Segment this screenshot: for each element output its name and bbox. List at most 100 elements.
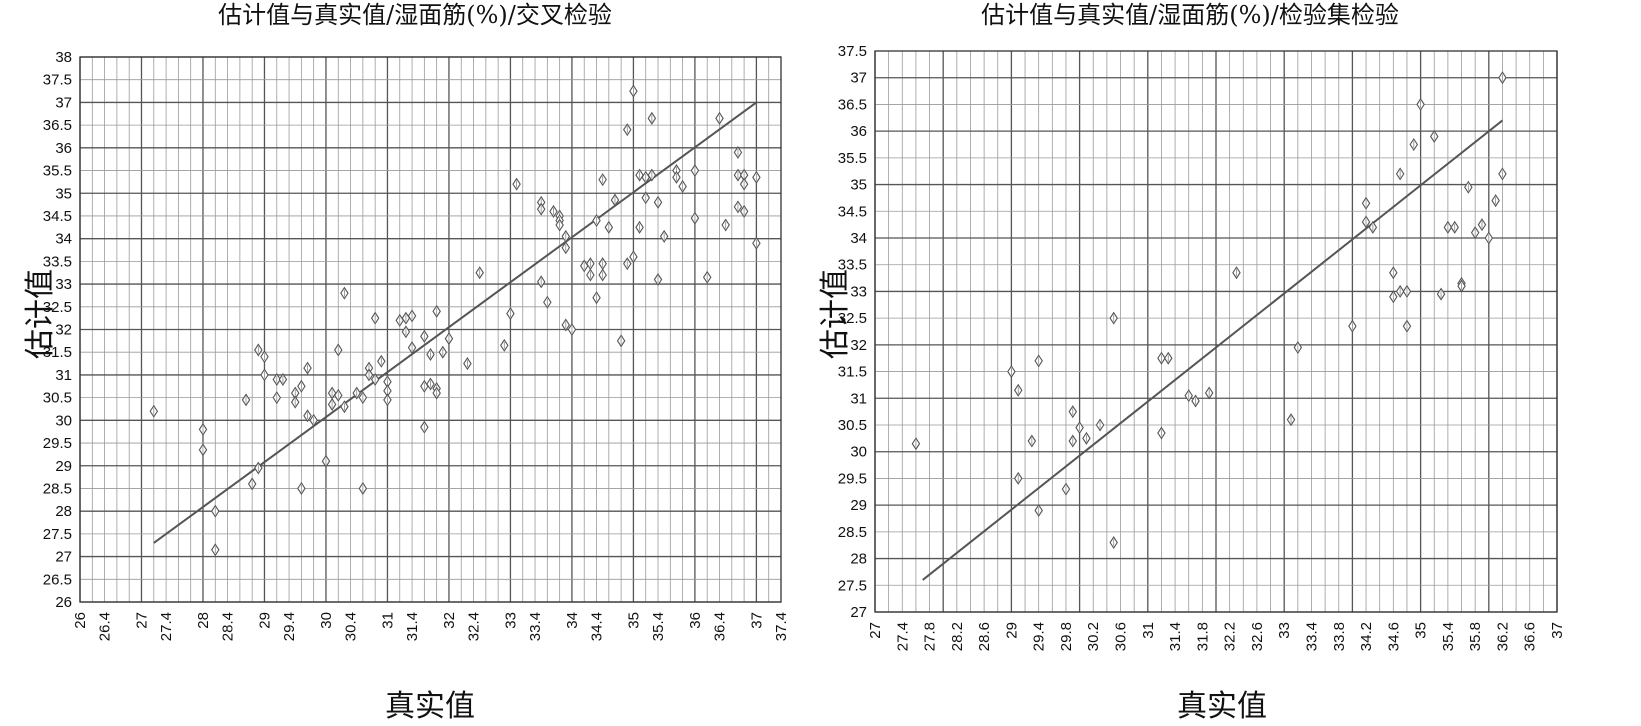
x-tick-label: 36.4 xyxy=(712,612,729,641)
y-tick-label: 37.5 xyxy=(43,72,72,89)
x-tick-label: 28 xyxy=(195,612,212,629)
y-tick-label: 30.5 xyxy=(838,417,867,434)
y-tick-label: 28.5 xyxy=(838,524,867,541)
y-tick-label: 31 xyxy=(55,367,72,384)
tick-labels: 26 26.5 27 27.5 28 28.5 29 29.5 30 30.5 31 31.5 32 32… xyxy=(43,49,790,641)
plot-frame xyxy=(79,56,782,603)
y-tick-label: 29.5 xyxy=(838,470,867,487)
y-tick-label: 28 xyxy=(55,503,72,520)
x-tick-label: 26 xyxy=(72,612,89,629)
y-tick-label: 28.5 xyxy=(43,480,72,497)
y-tick-label: 32 xyxy=(850,337,867,354)
y-tick-label: 27.5 xyxy=(43,526,72,543)
x-tick-label: 29.4 xyxy=(281,612,298,641)
x-tick-label: 29 xyxy=(256,612,273,629)
y-tick-label: 35.5 xyxy=(43,163,72,180)
fit-line xyxy=(922,119,1504,581)
cross-validation-chart: 估计值与真实值/湿面筋(%)/交叉检验 26 26.5 27 27.5 28 28.5 29… xyxy=(23,1,790,724)
y-tick-label: 35 xyxy=(850,177,867,194)
test-set-chart: 估计值与真实值/湿面筋(%)/检验集检验 27 27.5 28 28.5 29 29.5 3… xyxy=(818,1,1566,724)
data-points xyxy=(911,71,1507,581)
y-tick-label: 37 xyxy=(850,70,867,87)
y-tick-label: 26.5 xyxy=(43,571,72,588)
x-tick-label: 29 xyxy=(1003,622,1020,639)
y-tick-label: 36.5 xyxy=(43,117,72,134)
x-tick-label: 32.6 xyxy=(1249,622,1266,651)
y-axis-title: 估计值 xyxy=(23,269,58,359)
y-tick-label: 36.5 xyxy=(838,96,867,113)
x-tick-label: 30.6 xyxy=(1113,622,1130,651)
x-tick-label: 26.4 xyxy=(97,612,114,641)
y-tick-label: 36 xyxy=(55,140,72,157)
y-tick-label: 33.5 xyxy=(43,253,72,270)
y-tick-label: 27 xyxy=(850,604,867,621)
y-tick-label: 30 xyxy=(850,444,867,461)
x-tick-label: 33 xyxy=(502,612,519,629)
y-tick-label: 33 xyxy=(850,283,867,300)
x-tick-label: 32.2 xyxy=(1222,622,1239,651)
x-tick-label: 29.4 xyxy=(1031,622,1048,651)
x-tick-label: 33 xyxy=(1276,622,1293,639)
data-points xyxy=(149,84,761,557)
y-tick-label: 35.5 xyxy=(838,150,867,167)
y-tick-label: 31.5 xyxy=(838,364,867,381)
y-tick-label: 32 xyxy=(55,322,72,339)
x-tick-label: 30.2 xyxy=(1085,622,1102,651)
x-tick-label: 28.6 xyxy=(976,622,993,651)
x-tick-label: 32.4 xyxy=(466,612,483,641)
x-tick-label: 37 xyxy=(1549,622,1566,639)
y-tick-label: 33 xyxy=(55,276,72,293)
x-tick-label: 33.4 xyxy=(527,612,544,641)
x-tick-label: 30.4 xyxy=(343,612,360,641)
x-tick-label: 34 xyxy=(564,612,581,629)
x-tick-label: 33.4 xyxy=(1303,622,1320,651)
x-tick-label: 27.4 xyxy=(158,612,175,641)
x-tick-label: 36.6 xyxy=(1522,622,1539,651)
plot-grid xyxy=(874,50,1558,613)
plot-grid xyxy=(79,56,782,603)
y-tick-label: 28 xyxy=(850,551,867,568)
x-tick-label: 37.4 xyxy=(773,612,790,641)
x-tick-label: 27 xyxy=(133,612,150,629)
chart-title: 估计值与真实值/湿面筋(%)/检验集检验 xyxy=(981,1,1399,29)
y-tick-label: 29 xyxy=(55,458,72,475)
x-tick-label: 31 xyxy=(379,612,396,629)
y-tick-label: 32.5 xyxy=(838,310,867,327)
x-tick-label: 31.4 xyxy=(404,612,421,641)
x-tick-label: 36.2 xyxy=(1494,622,1511,651)
x-tick-label: 35 xyxy=(625,612,642,629)
y-tick-label: 37.5 xyxy=(838,43,867,60)
fit-line xyxy=(153,101,757,544)
x-axis-title: 真实值 xyxy=(1177,689,1267,724)
y-tick-label: 36 xyxy=(850,123,867,140)
x-tick-label: 31 xyxy=(1140,622,1157,639)
y-tick-label: 30.5 xyxy=(43,390,72,407)
y-tick-label: 27 xyxy=(55,549,72,566)
x-tick-label: 28.2 xyxy=(949,622,966,651)
y-tick-label: 34 xyxy=(850,230,867,247)
x-tick-label: 32 xyxy=(441,612,458,629)
y-axis-title: 估计值 xyxy=(818,269,853,359)
x-tick-label: 35.4 xyxy=(650,612,667,641)
y-tick-label: 34 xyxy=(55,231,72,248)
y-tick-label: 31 xyxy=(850,390,867,407)
x-tick-label: 35.4 xyxy=(1440,622,1457,651)
y-tick-label: 34.5 xyxy=(838,203,867,220)
y-tick-label: 32.5 xyxy=(43,299,72,316)
x-tick-label: 28.4 xyxy=(220,612,237,641)
x-tick-label: 31.8 xyxy=(1194,622,1211,651)
x-tick-label: 34.2 xyxy=(1358,622,1375,651)
x-tick-label: 27.4 xyxy=(894,622,911,651)
y-tick-label: 27.5 xyxy=(838,577,867,594)
x-tick-label: 29.8 xyxy=(1058,622,1075,651)
x-tick-label: 34.6 xyxy=(1385,622,1402,651)
y-tick-label: 35 xyxy=(55,185,72,202)
y-tick-label: 31.5 xyxy=(43,344,72,361)
y-tick-label: 34.5 xyxy=(43,208,72,225)
x-tick-label: 37 xyxy=(748,612,765,629)
y-tick-label: 26 xyxy=(55,594,72,611)
y-tick-label: 29.5 xyxy=(43,435,72,452)
y-tick-label: 29 xyxy=(850,497,867,514)
x-axis-title: 真实值 xyxy=(385,689,475,724)
